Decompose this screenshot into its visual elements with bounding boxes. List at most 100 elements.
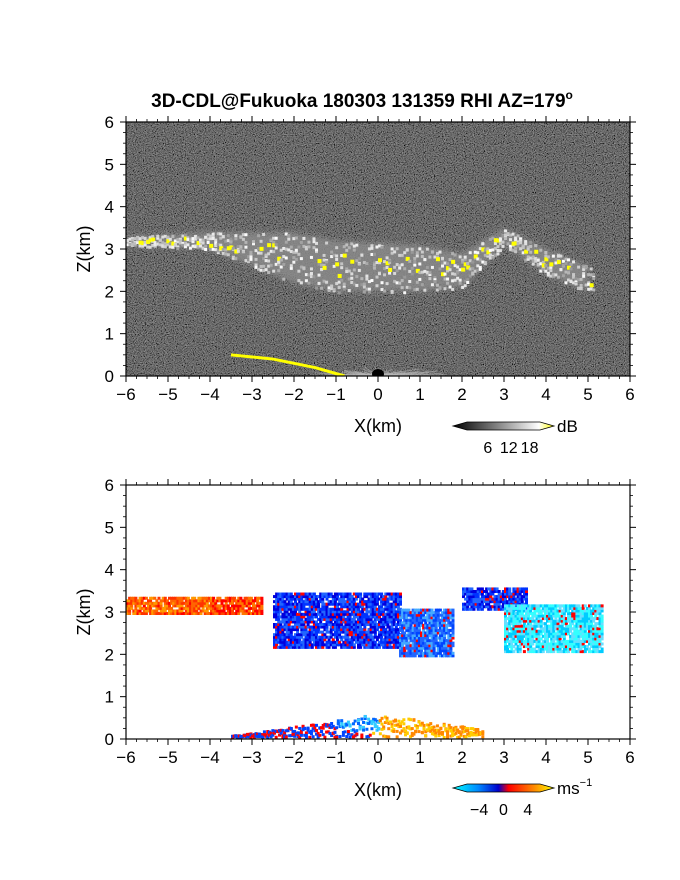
- velocity-pixel: [142, 606, 146, 610]
- backscatter-cloud-pixel: [574, 282, 578, 286]
- velocity-pixel: [426, 649, 430, 653]
- backscatter-ground-echo: [230, 353, 345, 376]
- velocity-pixel: [363, 612, 367, 616]
- velocity-pixel: [560, 627, 564, 631]
- velocity-low-echo-pixel: [424, 734, 428, 738]
- backscatter-cloud-pixel: [498, 238, 502, 242]
- velocity-pixel: [512, 650, 516, 654]
- velocity-pixel: [535, 622, 539, 626]
- velocity-pixel: [554, 612, 558, 615]
- velocity-pixel: [571, 622, 575, 626]
- velocity-pixel: [579, 617, 583, 621]
- velocity-pixel: [588, 604, 591, 608]
- velocity-pixel: [533, 624, 537, 628]
- backscatter-cloud-pixel: [186, 236, 190, 240]
- backscatter-cloud-pixel: [226, 239, 230, 243]
- velocity-pixel: [226, 606, 230, 610]
- velocity-pixel: [298, 607, 302, 611]
- backscatter-cloud-pixel: [461, 285, 465, 289]
- velocity-pixel: [342, 592, 346, 596]
- velocity-pixel: [136, 612, 140, 615]
- velocity-pixel: [550, 624, 554, 628]
- velocity-pixel: [432, 651, 436, 655]
- velocity-pixel: [468, 595, 472, 599]
- backscatter-high-pixel: [461, 267, 466, 272]
- velocity-pixel: [396, 628, 400, 632]
- backscatter-cloud-pixel: [561, 263, 565, 267]
- velocity-pixel: [140, 606, 144, 610]
- velocity-pixel: [585, 645, 589, 649]
- velocity-pixel: [581, 609, 585, 613]
- velocity-pixel: [296, 625, 300, 629]
- velocity-pixel: [287, 605, 291, 609]
- backscatter-ytick-label: 3: [105, 240, 114, 259]
- velocity-pixel: [371, 635, 375, 639]
- velocity-pixel: [432, 613, 436, 617]
- velocity-pixel: [466, 592, 470, 596]
- velocity-pixel: [516, 604, 520, 608]
- velocity-pixel: [430, 641, 434, 645]
- velocity-pixel: [478, 607, 482, 611]
- backscatter-cloud-pixel: [385, 282, 389, 286]
- backscatter-cloud-pixel: [441, 262, 444, 266]
- velocity-pixel: [392, 617, 396, 621]
- velocity-pixel: [411, 608, 415, 612]
- velocity-pixel: [396, 643, 400, 647]
- backscatter-cloud-pixel: [390, 247, 394, 251]
- velocity-pixel: [585, 619, 589, 623]
- backscatter-cloud-pixel: [249, 252, 253, 256]
- velocity-pixel: [291, 617, 295, 621]
- velocity-pixel: [529, 629, 533, 633]
- velocity-low-echo-pixel: [390, 725, 394, 729]
- velocity-pixel: [273, 638, 276, 642]
- backscatter-cloud-pixel: [183, 241, 187, 245]
- velocity-pixel: [417, 646, 421, 650]
- velocity-pixel: [510, 617, 514, 621]
- velocity-pixel: [552, 637, 556, 641]
- velocity-pixel: [525, 587, 528, 591]
- velocity-pixel: [233, 612, 237, 615]
- velocity-pixel: [508, 639, 512, 643]
- velocity-pixel: [193, 604, 197, 608]
- velocity-pixel: [485, 602, 489, 606]
- velocity-pixel: [312, 610, 316, 614]
- velocity-low-echo-pixel: [409, 735, 413, 739]
- velocity-pixel: [554, 606, 558, 610]
- velocity-pixel: [319, 630, 323, 634]
- velocity-low-echo-pixel: [271, 729, 275, 733]
- backscatter-cloud-pixel: [539, 248, 543, 252]
- velocity-pixel: [375, 623, 379, 627]
- velocity-pixel: [512, 645, 516, 649]
- backscatter-cloud-pixel: [229, 237, 233, 241]
- velocity-pixel: [401, 616, 405, 620]
- velocity-pixel: [600, 627, 604, 631]
- velocity-pixel: [443, 616, 447, 620]
- velocity-pixel: [476, 589, 480, 593]
- velocity-low-echo-pixel: [430, 725, 434, 729]
- velocity-pixel: [279, 635, 283, 639]
- velocity-pixel: [426, 646, 430, 650]
- velocity-pixel: [581, 627, 585, 631]
- velocity-pixel: [441, 611, 444, 615]
- velocity-low-echo-pixel: [382, 734, 386, 738]
- velocity-pixel: [518, 639, 522, 643]
- velocity-pixel: [315, 645, 318, 649]
- velocity-pixel: [430, 616, 434, 620]
- velocity-pixel: [359, 630, 363, 634]
- velocity-pixel: [501, 592, 505, 596]
- velocity-pixel: [512, 622, 516, 626]
- velocity-pixel: [371, 612, 375, 616]
- velocity-pixel: [443, 651, 447, 655]
- velocity-pixel: [352, 617, 356, 621]
- velocity-pixel: [392, 597, 396, 601]
- velocity-low-echo-pixel: [330, 722, 334, 726]
- backscatter-cloud-pixel: [264, 253, 268, 257]
- velocity-low-echo-pixel: [469, 730, 473, 734]
- velocity-pixel: [149, 596, 153, 600]
- velocity-pixel: [386, 602, 390, 606]
- velocity-low-echo-pixel: [377, 727, 381, 731]
- backscatter-cloud-pixel: [383, 260, 387, 264]
- velocity-pixel: [489, 592, 493, 596]
- velocity-pixel: [407, 631, 411, 635]
- velocity-pixel: [520, 629, 524, 633]
